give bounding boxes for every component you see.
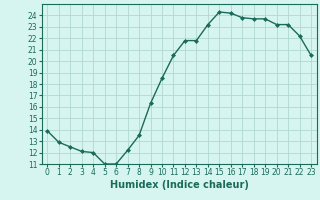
X-axis label: Humidex (Indice chaleur): Humidex (Indice chaleur) (110, 180, 249, 190)
